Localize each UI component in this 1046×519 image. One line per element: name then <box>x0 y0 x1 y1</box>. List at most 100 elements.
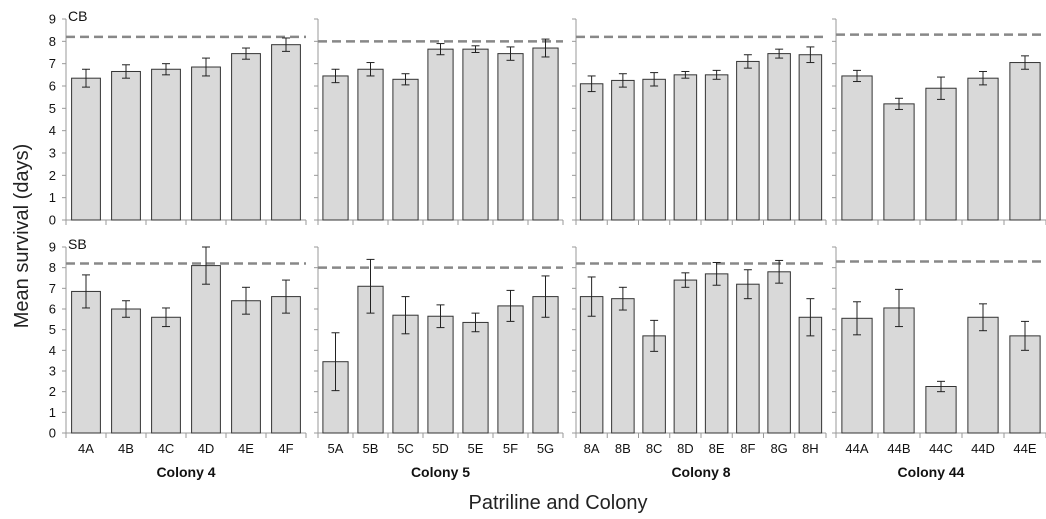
bar-8h-cb <box>798 54 823 221</box>
category-label: 8H <box>802 441 819 456</box>
y-tick-label: 3 <box>49 364 56 379</box>
panel-44-sb: 44A 44B 44C 44D 44E Colony 44 <box>832 246 1046 480</box>
category-label: 8G <box>770 441 787 456</box>
y-tick-label: 0 <box>49 213 56 228</box>
bar-5f-cb <box>497 53 524 221</box>
bar-44c-cb <box>925 87 957 221</box>
row-label-cb: CB <box>68 8 87 24</box>
bar-8e-cb <box>704 74 729 221</box>
panel-4-sb: 0 1 2 3 4 5 6 7 8 9 SB 4A 4B 4C 4D 4E 4F Colony 4 <box>49 236 307 480</box>
panel-44-cb <box>832 18 1046 225</box>
category-label: 5A <box>328 441 344 456</box>
bar-44a-cb <box>841 75 873 221</box>
y-tick-label: 2 <box>49 168 56 183</box>
bar-5e-sb <box>462 321 489 434</box>
category-label: 44C <box>929 441 953 456</box>
bar-5f-sb <box>497 305 524 434</box>
bar-8d-cb <box>673 74 698 221</box>
colony-label: Colony 44 <box>898 464 965 480</box>
y-tick-label: 0 <box>49 426 56 441</box>
category-label: 5B <box>363 441 379 456</box>
category-label: 44A <box>845 441 868 456</box>
panel-5-sb: 5A 5B 5C 5D 5E 5F 5G Colony 5 <box>314 246 564 480</box>
colony-label: Colony 4 <box>156 464 215 480</box>
y-tick-label: 3 <box>49 146 56 161</box>
bar-8f-cb <box>736 60 760 221</box>
chart-panels: 0 1 2 3 4 5 6 7 8 9 CB 0 1 2 3 4 5 6 7 8 9 SB 4A 4B 4C 4D 4E 4F Colo… <box>49 8 1046 480</box>
bar-44d-sb <box>967 316 999 434</box>
category-label: 5G <box>537 441 554 456</box>
category-label: 8C <box>646 441 663 456</box>
y-tick-label: 4 <box>49 343 56 358</box>
category-label: 44B <box>887 441 910 456</box>
bar-4a-sb <box>71 290 101 434</box>
bar-4e-sb <box>231 300 261 434</box>
y-tick-label: 2 <box>49 384 56 399</box>
panel-5-cb <box>314 18 564 225</box>
colony-label: Colony 5 <box>411 464 470 480</box>
y-tick-label: 7 <box>49 56 56 71</box>
bar-4f-cb <box>271 44 301 221</box>
bar-8b-cb <box>611 79 635 221</box>
bar-8c-cb <box>642 78 666 221</box>
bar-8a-sb <box>579 296 604 434</box>
panel-8-cb <box>572 18 827 225</box>
category-label: 4A <box>78 441 94 456</box>
category-label: 44D <box>971 441 995 456</box>
bar-4e-cb <box>231 53 261 221</box>
bar-5d-cb <box>427 48 454 221</box>
bar-5a-cb <box>322 75 349 221</box>
category-label: 8D <box>677 441 694 456</box>
bar-44c-sb <box>925 386 957 434</box>
bar-5e-cb <box>462 48 489 221</box>
category-label: 5E <box>468 441 484 456</box>
y-tick-label: 1 <box>49 405 56 420</box>
y-tick-label: 5 <box>49 101 56 116</box>
bar-5b-cb <box>357 68 384 221</box>
bar-4c-cb <box>151 68 181 221</box>
x-axis-title: Patriline and Colony <box>469 492 648 514</box>
y-tick-label: 7 <box>49 281 56 296</box>
panel-8-sb: 8A 8B 8C 8D 8E 8F 8G 8H Colony 8 <box>572 246 827 480</box>
category-label: 4D <box>198 441 215 456</box>
bar-44b-sb <box>883 307 915 434</box>
bar-4c-sb <box>151 316 181 434</box>
bar-8g-cb <box>767 53 791 221</box>
category-label: 8B <box>615 441 631 456</box>
bar-5d-sb <box>427 315 454 434</box>
colony-label: Colony 8 <box>671 464 730 480</box>
bar-5g-sb <box>532 296 559 434</box>
bar-5c-sb <box>392 314 419 434</box>
bar-44e-cb <box>1009 62 1041 221</box>
bar-4d-cb <box>191 66 221 221</box>
bar-5b-sb <box>357 285 384 434</box>
row-label-sb: SB <box>68 236 87 252</box>
bar-8f-sb <box>736 283 760 434</box>
category-label: 5C <box>397 441 414 456</box>
y-tick-label: 6 <box>49 79 56 94</box>
y-tick-label: 6 <box>49 302 56 317</box>
bar-8e-sb <box>704 273 729 434</box>
bar-4b-cb <box>111 70 141 221</box>
bar-8d-sb <box>673 279 698 434</box>
y-tick-label: 8 <box>49 260 56 275</box>
category-label: 44E <box>1013 441 1036 456</box>
bar-5c-cb <box>392 78 419 221</box>
y-tick-label: 9 <box>49 12 56 27</box>
category-label: 4E <box>238 441 254 456</box>
category-label: 4F <box>278 441 293 456</box>
bar-44d-cb <box>967 77 999 221</box>
y-tick-label: 8 <box>49 34 56 49</box>
category-label: 8E <box>709 441 725 456</box>
category-label: 5F <box>503 441 518 456</box>
category-label: 8F <box>740 441 755 456</box>
bar-4a-cb <box>71 77 101 221</box>
bar-5g-cb <box>532 47 559 221</box>
bar-8b-sb <box>611 298 635 434</box>
bar-8a-cb <box>579 83 604 221</box>
bar-8g-sb <box>767 271 791 434</box>
category-label: 5D <box>432 441 449 456</box>
bar-44a-sb <box>841 317 873 434</box>
y-axis-title: Mean survival (days) <box>11 144 33 329</box>
